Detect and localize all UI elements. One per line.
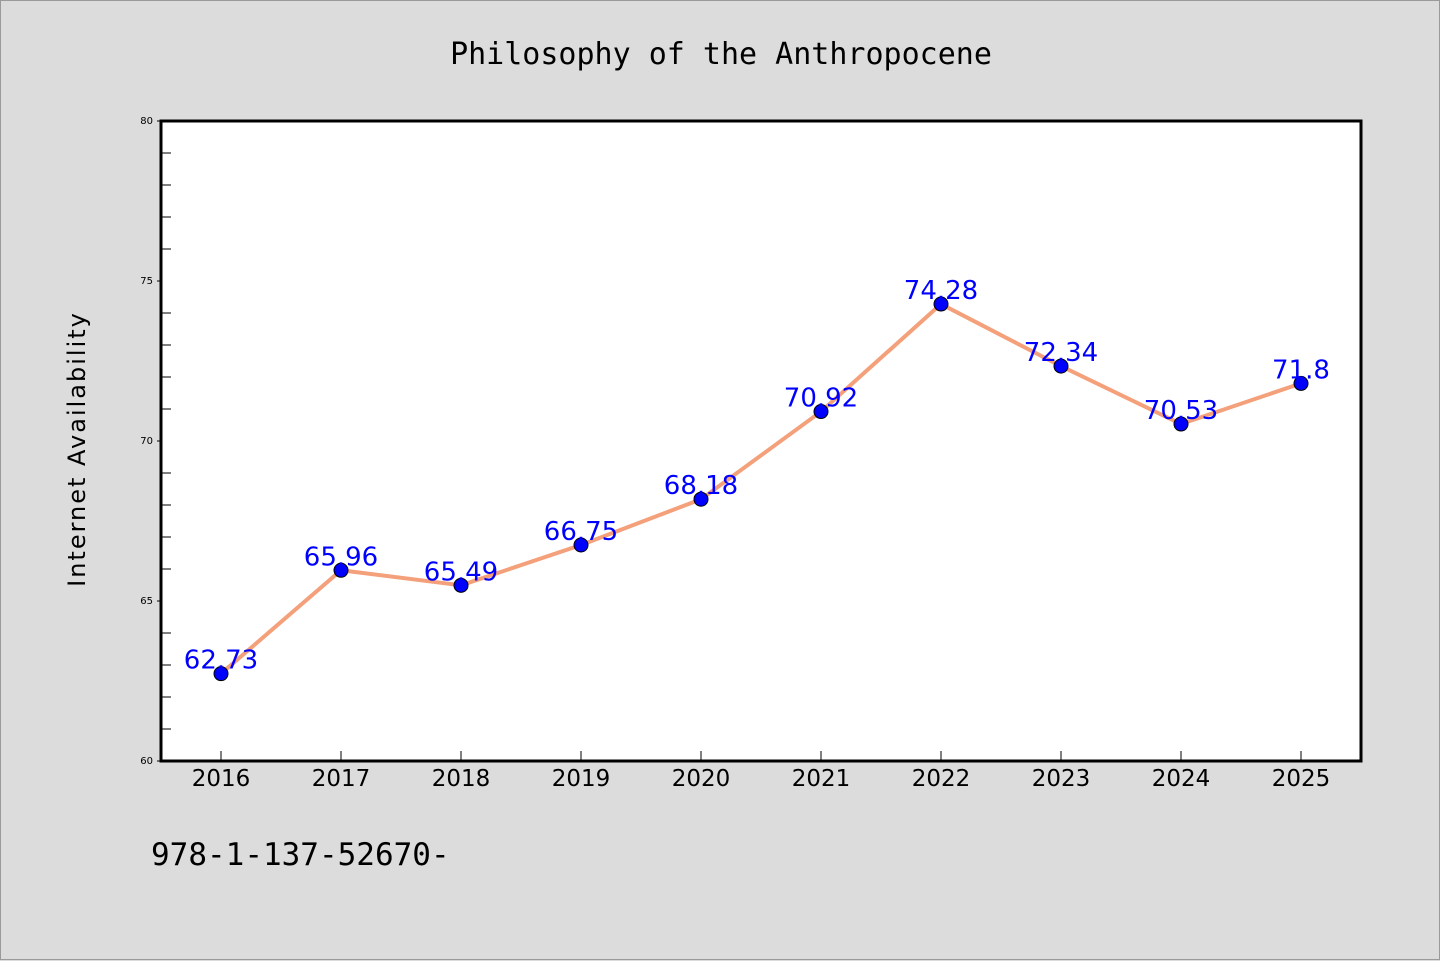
y-axis-title: Internet Availability bbox=[63, 311, 91, 587]
series-line bbox=[219, 302, 1303, 676]
footer-isbn: 978-1-137-52670- bbox=[151, 837, 450, 873]
data-point bbox=[1173, 416, 1189, 432]
x-tick-label: 2021 bbox=[792, 766, 851, 792]
data-point bbox=[1053, 358, 1069, 374]
plot-frame bbox=[159, 119, 1363, 763]
data-point bbox=[1293, 375, 1309, 391]
y-tick-label: 70 bbox=[140, 436, 153, 447]
series-1 bbox=[213, 296, 1309, 682]
chart-title: Philosophy of the Anthropocene bbox=[450, 37, 992, 72]
plot-area bbox=[161, 121, 1361, 761]
x-tick-label: 2017 bbox=[312, 766, 371, 792]
data-label: 66.75 bbox=[544, 517, 618, 547]
data-labels: 62.73 65.96 65.49 66.75 68.18 70.92 74.28 72.34… bbox=[184, 276, 1330, 676]
data-point bbox=[333, 562, 349, 578]
x-tick-label: 2022 bbox=[912, 766, 971, 792]
data-label: 72.34 bbox=[1024, 338, 1098, 368]
data-point bbox=[813, 404, 829, 420]
x-tick-label: 2018 bbox=[432, 766, 491, 792]
data-point bbox=[453, 577, 469, 593]
data-point bbox=[573, 537, 589, 553]
x-tick-label: 2025 bbox=[1272, 766, 1331, 792]
y-axis: 60 65 70 75 80 bbox=[140, 116, 171, 767]
x-tick-label: 2024 bbox=[1152, 766, 1211, 792]
data-point bbox=[693, 491, 709, 507]
data-label: 71.8 bbox=[1272, 355, 1330, 385]
data-point bbox=[213, 666, 229, 682]
y-tick-label: 75 bbox=[140, 276, 153, 287]
data-label: 62.73 bbox=[184, 646, 258, 676]
data-label: 74.28 bbox=[904, 276, 978, 306]
data-label: 65.49 bbox=[424, 557, 498, 587]
x-tick-label: 2016 bbox=[192, 766, 251, 792]
data-label: 70.53 bbox=[1144, 396, 1218, 426]
x-tick-label: 2019 bbox=[552, 766, 611, 792]
data-label: 68.18 bbox=[664, 471, 738, 501]
data-label: 65.96 bbox=[304, 542, 378, 572]
y-tick-label: 80 bbox=[140, 116, 153, 127]
data-point bbox=[933, 296, 949, 312]
x-tick-label: 2020 bbox=[672, 766, 731, 792]
x-axis: 2016 2017 2018 2019 2020 2021 2022 2023 2024 2025 bbox=[192, 751, 1331, 792]
y-tick-label: 60 bbox=[140, 756, 153, 767]
x-tick-label: 2023 bbox=[1032, 766, 1091, 792]
data-label: 70.92 bbox=[784, 384, 858, 414]
y-tick-label: 65 bbox=[140, 596, 153, 607]
